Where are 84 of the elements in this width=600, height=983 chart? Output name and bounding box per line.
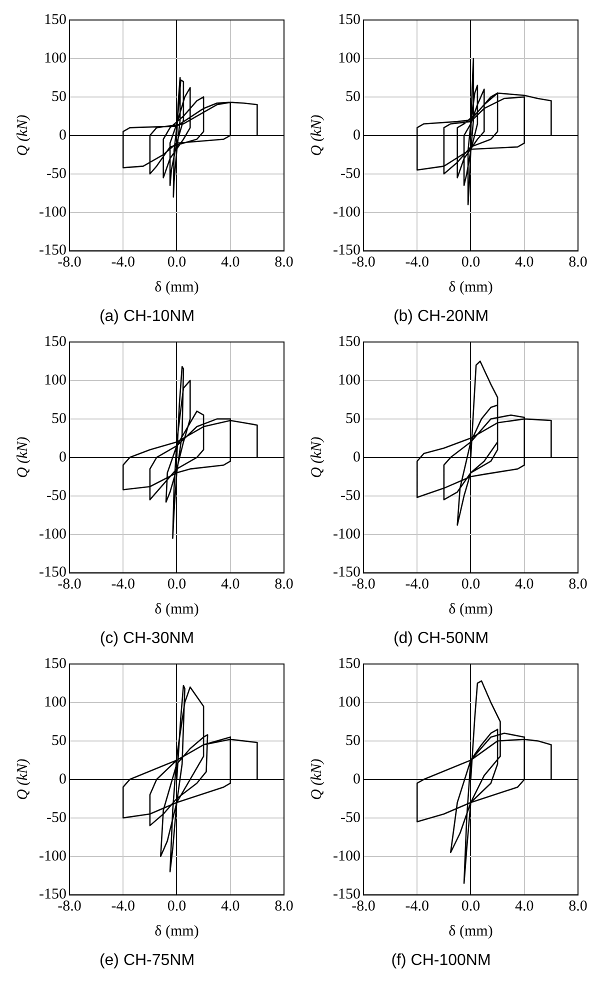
y-tick-label: 0 bbox=[58, 449, 66, 466]
y-tick-label: 50 bbox=[51, 410, 66, 427]
x-tick-label: -4.0 bbox=[405, 254, 429, 271]
x-tick-label: 8.0 bbox=[274, 898, 294, 915]
y-tick-label: -50 bbox=[46, 166, 66, 182]
x-axis-title: δ (mm) bbox=[154, 280, 199, 296]
x-tick-label: -8.0 bbox=[58, 576, 82, 593]
y-tick-label: -50 bbox=[46, 810, 66, 826]
x-tick-label: -8.0 bbox=[58, 254, 82, 271]
x-tick-label: 0.0 bbox=[167, 254, 186, 271]
y-tick-label: 50 bbox=[345, 88, 360, 105]
y-axis-title: Q (kN) bbox=[14, 758, 31, 800]
y-tick-label: -50 bbox=[340, 166, 360, 182]
x-tick-label: -4.0 bbox=[111, 254, 135, 271]
y-tick-label: 50 bbox=[51, 88, 66, 105]
y-tick-label: 0 bbox=[352, 449, 360, 466]
x-tick-label: -8.0 bbox=[58, 898, 82, 915]
x-tick-label: -8.0 bbox=[352, 898, 376, 915]
x-tick-label: 4.0 bbox=[221, 898, 240, 915]
y-axis-title: Q (kN) bbox=[308, 114, 325, 156]
x-tick-label: 0.0 bbox=[461, 898, 480, 915]
y-tick-label: 50 bbox=[51, 732, 66, 749]
y-axis-title: Q (kN) bbox=[14, 114, 31, 156]
x-tick-label: 4.0 bbox=[515, 254, 534, 271]
x-tick-label: -4.0 bbox=[111, 898, 135, 915]
x-axis-title: δ (mm) bbox=[154, 602, 199, 618]
x-tick-label: -8.0 bbox=[352, 254, 376, 271]
x-tick-label: -4.0 bbox=[111, 576, 135, 593]
y-tick-label: 150 bbox=[44, 334, 66, 350]
y-tick-label: 150 bbox=[338, 334, 360, 350]
x-tick-label: -4.0 bbox=[405, 898, 429, 915]
y-tick-label: -100 bbox=[332, 526, 360, 542]
y-tick-label: 0 bbox=[58, 127, 66, 144]
x-tick-label: 4.0 bbox=[515, 898, 534, 915]
y-tick-label: 50 bbox=[345, 410, 360, 427]
y-tick-label: -100 bbox=[38, 204, 66, 220]
text: (f) CH-100NM bbox=[391, 952, 491, 969]
y-tick-label: -100 bbox=[332, 848, 360, 864]
y-tick-label: 100 bbox=[338, 50, 360, 66]
y-tick-label: 0 bbox=[352, 771, 360, 788]
y-tick-label: -50 bbox=[340, 488, 360, 504]
y-tick-label: 50 bbox=[345, 732, 360, 749]
x-tick-label: 0.0 bbox=[167, 898, 186, 915]
x-tick-label: 0.0 bbox=[461, 576, 480, 593]
y-tick-label: -50 bbox=[340, 810, 360, 826]
y-tick-label: 100 bbox=[338, 694, 360, 710]
y-tick-label: 150 bbox=[44, 656, 66, 672]
text: (b) CH-20NM bbox=[393, 308, 489, 325]
y-axis-title: Q (kN) bbox=[14, 436, 31, 478]
x-axis-title: δ (mm) bbox=[448, 602, 493, 618]
x-tick-label: 8.0 bbox=[568, 254, 588, 271]
x-tick-label: 4.0 bbox=[515, 576, 534, 593]
text: (d) CH-50NM bbox=[393, 630, 489, 647]
x-tick-label: 0.0 bbox=[167, 576, 186, 593]
x-tick-label: 4.0 bbox=[221, 254, 240, 271]
x-tick-label: -8.0 bbox=[352, 576, 376, 593]
y-tick-label: -100 bbox=[38, 526, 66, 542]
y-tick-label: -100 bbox=[332, 204, 360, 220]
x-tick-label: -4.0 bbox=[405, 576, 429, 593]
y-axis-title: Q (kN) bbox=[308, 758, 325, 800]
y-tick-label: 150 bbox=[338, 656, 360, 672]
x-tick-label: 8.0 bbox=[568, 576, 588, 593]
text: (a) CH-10NM bbox=[99, 308, 195, 325]
y-tick-label: 0 bbox=[58, 771, 66, 788]
x-tick-label: 8.0 bbox=[568, 898, 588, 915]
y-tick-label: 100 bbox=[338, 372, 360, 388]
x-axis-title: δ (mm) bbox=[448, 924, 493, 940]
y-tick-label: 100 bbox=[44, 372, 66, 388]
text: (c) CH-30NM bbox=[100, 630, 194, 647]
x-axis-title: δ (mm) bbox=[154, 924, 199, 940]
y-tick-label: 100 bbox=[44, 50, 66, 66]
x-tick-label: 4.0 bbox=[221, 576, 240, 593]
x-tick-label: 0.0 bbox=[461, 254, 480, 271]
y-axis-title: Q (kN) bbox=[308, 436, 325, 478]
y-tick-label: 150 bbox=[44, 12, 66, 28]
x-tick-label: 8.0 bbox=[274, 576, 294, 593]
x-tick-label: 8.0 bbox=[274, 254, 294, 271]
y-tick-label: 100 bbox=[44, 694, 66, 710]
y-tick-label: 0 bbox=[352, 127, 360, 144]
y-tick-label: -50 bbox=[46, 488, 66, 504]
x-axis-title: δ (mm) bbox=[448, 280, 493, 296]
text: (e) CH-75NM bbox=[99, 952, 195, 969]
y-tick-label: 150 bbox=[338, 12, 360, 28]
y-tick-label: -100 bbox=[38, 848, 66, 864]
